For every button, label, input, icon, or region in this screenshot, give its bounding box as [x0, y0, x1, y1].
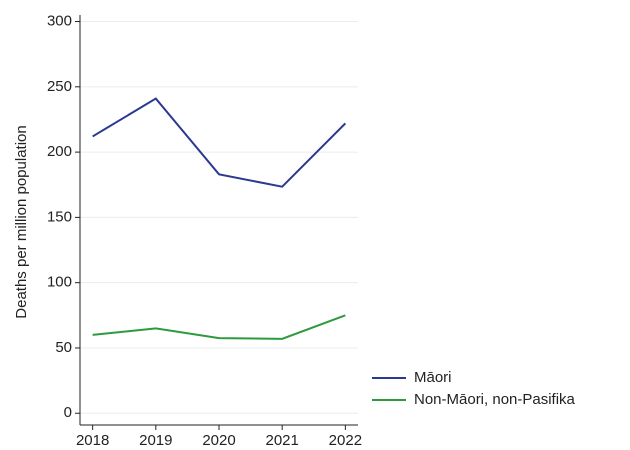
legend-label: Non-Māori, non-Pasifika [414, 391, 576, 408]
y-tick-label: 100 [47, 274, 72, 291]
legend-label: Māori [414, 369, 452, 386]
x-tick-label: 2021 [265, 432, 298, 449]
series-line [92, 314, 346, 340]
y-tick-label: 200 [47, 143, 72, 160]
y-tick-label: 250 [47, 78, 72, 95]
y-tick-label: 300 [47, 12, 72, 29]
x-tick-label: 2019 [139, 432, 172, 449]
y-tick-label: 150 [47, 208, 72, 225]
y-tick-label: 0 [64, 404, 72, 421]
y-axis-label: Deaths per million population [13, 125, 30, 318]
x-tick-label: 2022 [329, 432, 362, 449]
x-tick-label: 2018 [76, 432, 109, 449]
x-tick-label: 2020 [202, 432, 235, 449]
y-tick-label: 50 [55, 339, 72, 356]
series-line [92, 97, 347, 188]
